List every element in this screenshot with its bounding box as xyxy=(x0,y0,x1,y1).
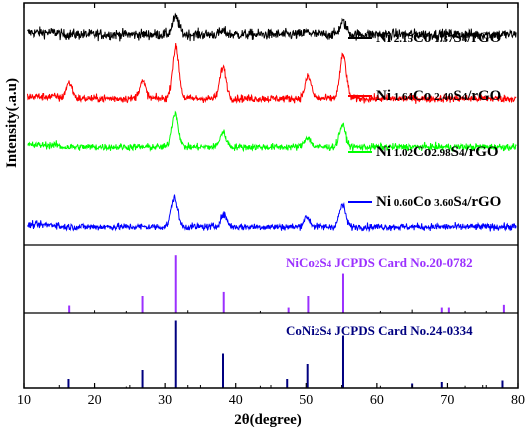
series-line xyxy=(27,43,517,104)
series-4: Ni 0.60Co 3.60S4/rGO xyxy=(27,194,517,233)
series-3: Ni 1.02Co2.98S4/rGO xyxy=(27,110,517,160)
x-tick-label: 80 xyxy=(511,393,525,408)
plot-area: Ni 2.15Co 1.37S4/rGO Ni 1.64Co 2.40S4/rGO… xyxy=(17,2,525,408)
reference-card: JCPDS Card No.24-0334 xyxy=(331,323,473,338)
legend-entry: Ni 2.15Co 1.37S4/rGO xyxy=(376,30,501,46)
legend-entry: Ni 0.60Co 3.60S4/rGO xyxy=(376,194,501,210)
x-tick-label: 70 xyxy=(440,393,454,408)
x-tick-label: 50 xyxy=(299,393,313,408)
x-tick-label: 10 xyxy=(17,393,31,408)
reference-pattern-2: CoNi2S4 JCPDS Card No.24-0334 xyxy=(67,320,504,388)
series-line xyxy=(27,12,517,42)
x-tick-label: 60 xyxy=(370,393,384,408)
reference-pattern-1: NiCo2S4 JCPDS Card No.20-0782 xyxy=(68,255,505,313)
x-tick-label: 40 xyxy=(229,393,243,408)
x-tick-label: 20 xyxy=(88,393,102,408)
reference-card: JCPDS Card No.20-0782 xyxy=(331,255,473,270)
reference-label: NiCo2S4 JCPDS Card No.20-0782 xyxy=(286,255,473,270)
reference-label: CoNi2S4 JCPDS Card No.24-0334 xyxy=(286,323,473,338)
series-line xyxy=(27,194,517,233)
x-axis-label: 2θ(degree) xyxy=(234,412,302,428)
x-tick-label: 30 xyxy=(158,393,172,408)
legend-entry: Ni 1.64Co 2.40S4/rGO xyxy=(376,88,501,104)
legend-entry: Ni 1.02Co2.98S4/rGO xyxy=(376,144,499,160)
y-axis-label: Intensity(.a.u) xyxy=(4,78,20,168)
series-2: Ni 1.64Co 2.40S4/rGO xyxy=(27,43,517,104)
series-line xyxy=(27,110,517,153)
series-1: Ni 2.15Co 1.37S4/rGO xyxy=(27,12,517,46)
